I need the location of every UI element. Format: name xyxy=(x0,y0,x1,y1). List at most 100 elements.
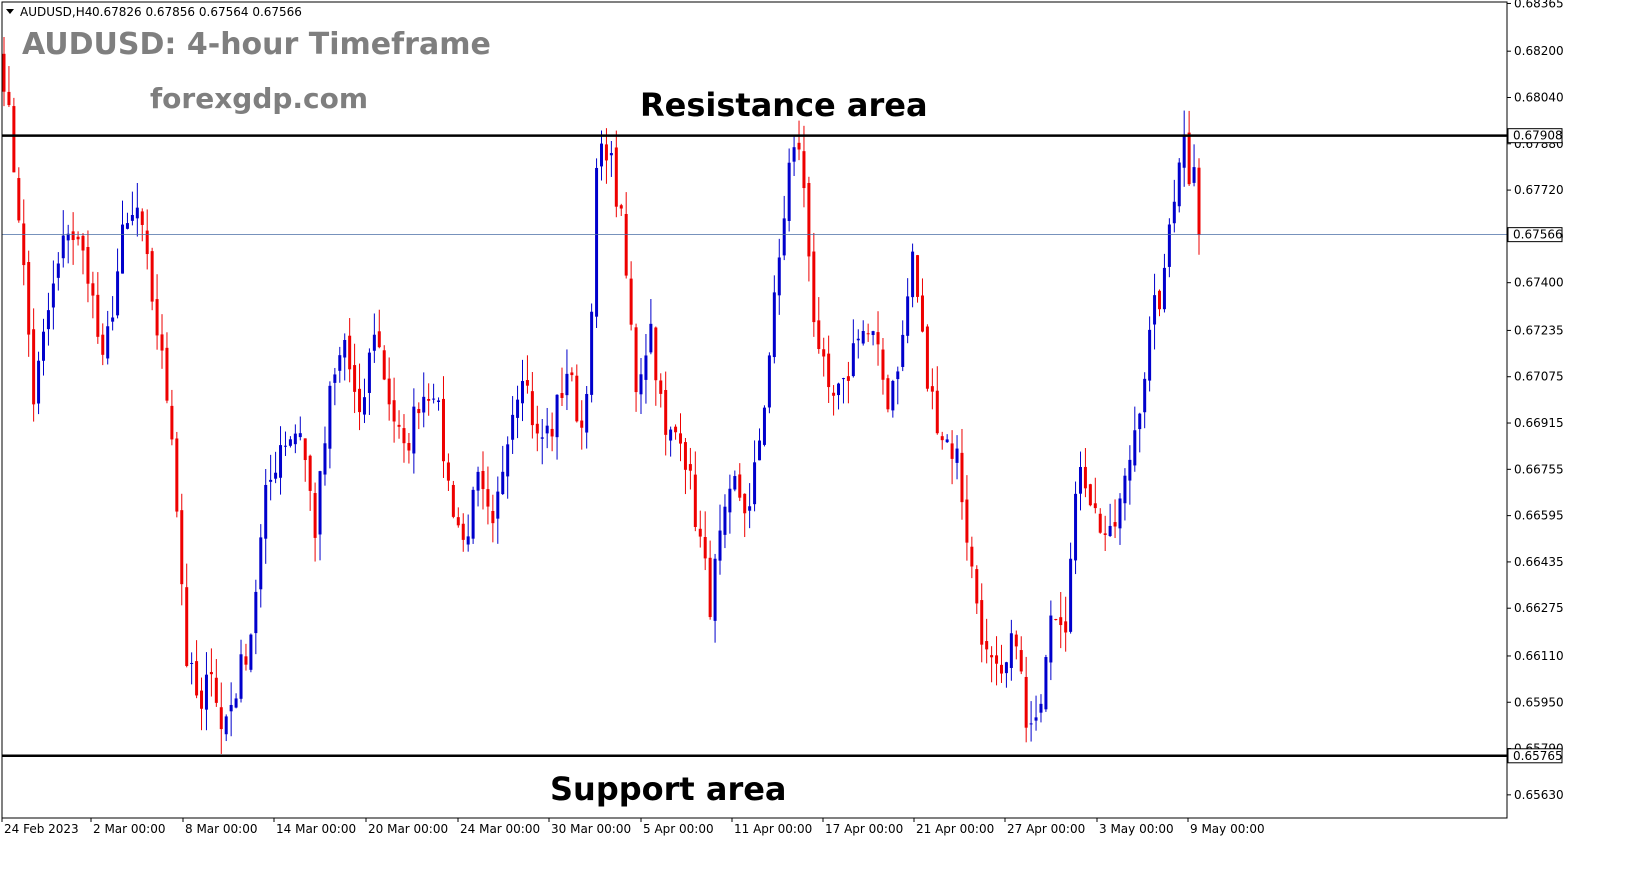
candle xyxy=(283,431,287,456)
candle xyxy=(313,482,317,562)
candle xyxy=(209,648,213,697)
candle xyxy=(288,436,292,448)
candle xyxy=(999,644,1003,683)
candle xyxy=(886,374,890,413)
candle xyxy=(234,693,238,709)
candle xyxy=(279,426,283,495)
candle xyxy=(476,466,480,507)
current-price-tag: 0.67566 xyxy=(1507,227,1563,243)
candle xyxy=(358,363,362,431)
candle xyxy=(1108,503,1112,537)
candle xyxy=(693,451,697,532)
candle xyxy=(86,230,90,303)
candle xyxy=(353,343,357,414)
candle xyxy=(960,428,964,520)
candle xyxy=(116,248,120,319)
candle xyxy=(565,349,569,411)
x-tick-label: 2 Mar 00:00 xyxy=(93,822,166,836)
x-tick-label: 24 Feb 2023 xyxy=(4,822,79,836)
candle xyxy=(32,308,36,422)
candle xyxy=(511,396,515,454)
x-tick-label: 11 Apr 00:00 xyxy=(734,822,812,836)
candle xyxy=(367,348,371,415)
candle xyxy=(639,358,643,414)
candle xyxy=(753,440,757,512)
candle xyxy=(896,366,900,405)
candle xyxy=(728,474,732,534)
candle xyxy=(659,373,663,408)
candle xyxy=(501,445,505,495)
candle xyxy=(145,209,149,270)
candle xyxy=(180,493,184,606)
candle xyxy=(955,435,959,480)
candle xyxy=(841,377,845,404)
candle xyxy=(214,659,218,707)
candle xyxy=(239,639,243,703)
candle xyxy=(185,563,189,668)
candle xyxy=(61,210,65,268)
candle xyxy=(723,494,727,549)
candle xyxy=(901,320,905,372)
candle xyxy=(1054,618,1058,621)
candle xyxy=(91,271,95,319)
y-tick-label: 0.66755 xyxy=(1514,462,1564,476)
candle xyxy=(42,318,46,376)
candle xyxy=(570,367,574,382)
candle xyxy=(792,136,796,176)
candle xyxy=(432,383,436,404)
candle xyxy=(995,636,999,686)
candle xyxy=(669,426,673,457)
candle xyxy=(644,333,648,404)
candle xyxy=(150,247,154,311)
candle xyxy=(580,400,584,450)
candle xyxy=(333,367,337,406)
candle xyxy=(254,579,258,655)
candle xyxy=(446,453,450,492)
collapse-triangle-icon[interactable] xyxy=(6,9,14,14)
candle xyxy=(698,510,702,548)
candle xyxy=(506,436,510,499)
candle xyxy=(930,368,934,410)
candle xyxy=(550,412,554,452)
candle xyxy=(372,313,376,363)
candle xyxy=(777,238,781,315)
candle xyxy=(1167,218,1171,278)
candle xyxy=(708,540,712,620)
candle xyxy=(51,260,55,330)
candle xyxy=(911,243,915,308)
candle xyxy=(545,407,549,449)
svg-text:0.65765: 0.65765 xyxy=(1513,749,1563,763)
candle xyxy=(990,646,994,683)
candle xyxy=(925,324,929,392)
candle xyxy=(204,652,208,731)
candle xyxy=(916,254,920,303)
candle xyxy=(530,372,534,439)
candle xyxy=(674,424,678,440)
candle xyxy=(392,377,396,443)
candle xyxy=(165,332,169,404)
y-tick-label: 0.67235 xyxy=(1514,323,1564,337)
candle xyxy=(525,355,529,394)
candle xyxy=(200,677,204,731)
candle xyxy=(1064,596,1068,652)
candle xyxy=(377,309,381,349)
candle xyxy=(1162,253,1166,313)
x-tick-label: 24 Mar 00:00 xyxy=(460,822,540,836)
candle xyxy=(1157,289,1161,317)
candle xyxy=(259,524,263,608)
candle xyxy=(516,385,520,439)
candle xyxy=(101,323,105,366)
candle xyxy=(1004,661,1008,688)
candle xyxy=(1187,110,1191,186)
candle xyxy=(1049,600,1053,681)
candle xyxy=(140,208,144,242)
candle xyxy=(229,682,233,737)
candle xyxy=(427,383,431,416)
candle xyxy=(738,463,742,502)
candle xyxy=(1034,695,1038,731)
x-tick-label: 3 May 00:00 xyxy=(1099,822,1174,836)
candle xyxy=(338,346,342,383)
candle xyxy=(343,333,347,381)
y-tick-label: 0.66110 xyxy=(1514,649,1564,663)
